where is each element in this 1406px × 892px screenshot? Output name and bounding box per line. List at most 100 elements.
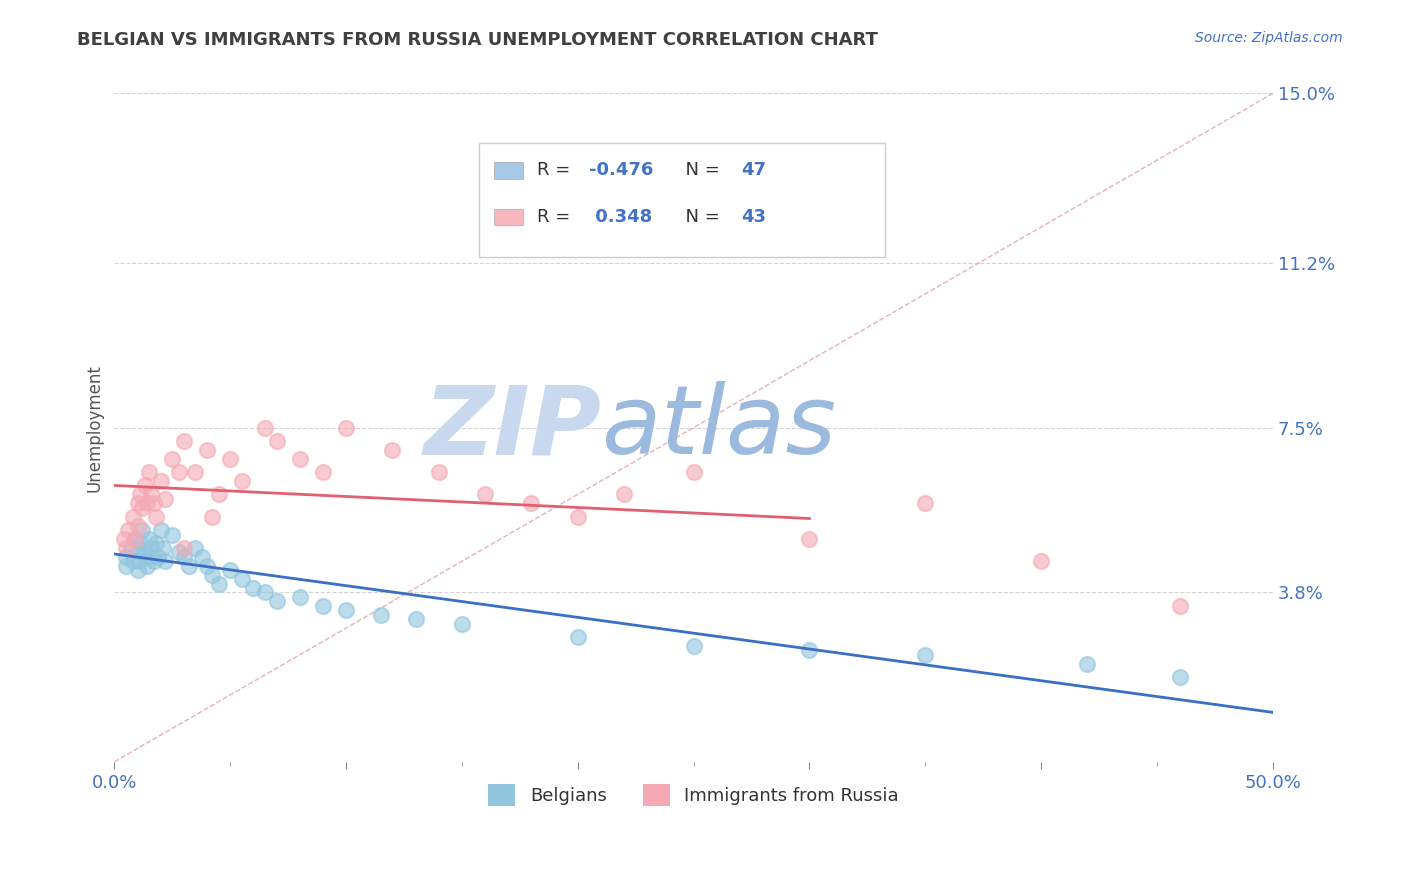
Point bbox=[135, 558, 157, 573]
Point bbox=[128, 536, 150, 550]
Point bbox=[135, 496, 157, 510]
Point bbox=[155, 491, 177, 506]
Text: BELGIAN VS IMMIGRANTS FROM RUSSIA UNEMPLOYMENT CORRELATION CHART: BELGIAN VS IMMIGRANTS FROM RUSSIA UNEMPL… bbox=[77, 31, 879, 49]
FancyBboxPatch shape bbox=[479, 144, 884, 257]
Point bbox=[149, 474, 172, 488]
Point bbox=[799, 532, 821, 546]
Point bbox=[335, 420, 357, 434]
Point bbox=[117, 523, 139, 537]
Point bbox=[253, 585, 276, 599]
Text: R =: R = bbox=[537, 208, 576, 226]
FancyBboxPatch shape bbox=[495, 161, 523, 178]
Point bbox=[914, 496, 936, 510]
Point bbox=[128, 487, 150, 501]
Point bbox=[127, 545, 149, 559]
Point bbox=[173, 549, 195, 564]
Point bbox=[682, 465, 704, 479]
Point bbox=[474, 487, 496, 501]
Point bbox=[312, 599, 335, 613]
Point bbox=[219, 451, 242, 466]
Point bbox=[169, 465, 191, 479]
Point bbox=[231, 474, 253, 488]
Point bbox=[253, 420, 276, 434]
Point bbox=[141, 487, 163, 501]
Point bbox=[128, 554, 150, 568]
Point bbox=[219, 563, 242, 577]
Point bbox=[914, 648, 936, 662]
Point bbox=[335, 603, 357, 617]
Point bbox=[208, 576, 231, 591]
Point bbox=[152, 541, 174, 555]
Point bbox=[201, 509, 224, 524]
Point bbox=[112, 532, 135, 546]
Point bbox=[682, 639, 704, 653]
Point bbox=[149, 523, 172, 537]
Point bbox=[427, 465, 450, 479]
Legend: Belgians, Immigrants from Russia: Belgians, Immigrants from Russia bbox=[481, 776, 905, 813]
Text: N =: N = bbox=[673, 161, 725, 179]
Text: 47: 47 bbox=[741, 161, 766, 179]
Point bbox=[173, 541, 195, 555]
Point bbox=[115, 541, 138, 555]
Point bbox=[145, 509, 167, 524]
Point bbox=[162, 527, 184, 541]
Point bbox=[127, 518, 149, 533]
Point bbox=[145, 536, 167, 550]
Point bbox=[184, 465, 207, 479]
Point bbox=[191, 549, 214, 564]
Point bbox=[124, 532, 146, 546]
Point bbox=[201, 567, 224, 582]
Point bbox=[148, 549, 170, 564]
Point bbox=[162, 451, 184, 466]
Point bbox=[451, 616, 474, 631]
Text: 0.348: 0.348 bbox=[589, 208, 652, 226]
Point bbox=[134, 478, 156, 492]
Point bbox=[381, 442, 404, 457]
Point bbox=[173, 434, 195, 448]
Point bbox=[131, 500, 153, 515]
Point bbox=[405, 612, 427, 626]
Point bbox=[142, 554, 165, 568]
FancyBboxPatch shape bbox=[495, 209, 523, 226]
Text: 43: 43 bbox=[741, 208, 766, 226]
Point bbox=[115, 549, 138, 564]
Point bbox=[131, 523, 153, 537]
Y-axis label: Unemployment: Unemployment bbox=[86, 364, 103, 491]
Point bbox=[242, 581, 264, 595]
Point bbox=[613, 487, 636, 501]
Point bbox=[288, 451, 311, 466]
Point bbox=[134, 545, 156, 559]
Point bbox=[567, 630, 589, 644]
Point bbox=[1168, 670, 1191, 684]
Point bbox=[177, 558, 200, 573]
Point bbox=[184, 541, 207, 555]
Point bbox=[127, 563, 149, 577]
Point bbox=[155, 554, 177, 568]
Text: atlas: atlas bbox=[600, 381, 837, 474]
Point bbox=[266, 434, 288, 448]
Point bbox=[122, 509, 145, 524]
Point bbox=[266, 594, 288, 608]
Point bbox=[195, 442, 218, 457]
Point bbox=[138, 532, 160, 546]
Point bbox=[1168, 599, 1191, 613]
Point bbox=[142, 496, 165, 510]
Point bbox=[122, 554, 145, 568]
Point bbox=[138, 549, 160, 564]
Point bbox=[195, 558, 218, 573]
Point bbox=[124, 532, 146, 546]
Point bbox=[799, 643, 821, 657]
Point bbox=[567, 509, 589, 524]
Text: -0.476: -0.476 bbox=[589, 161, 654, 179]
Point bbox=[127, 496, 149, 510]
Point bbox=[1076, 657, 1098, 671]
Point bbox=[120, 541, 142, 555]
Point bbox=[1029, 554, 1052, 568]
Text: Source: ZipAtlas.com: Source: ZipAtlas.com bbox=[1195, 31, 1343, 45]
Text: ZIP: ZIP bbox=[423, 381, 600, 474]
Point bbox=[312, 465, 335, 479]
Point bbox=[115, 558, 138, 573]
Point bbox=[141, 541, 163, 555]
Point bbox=[138, 465, 160, 479]
Text: R =: R = bbox=[537, 161, 576, 179]
